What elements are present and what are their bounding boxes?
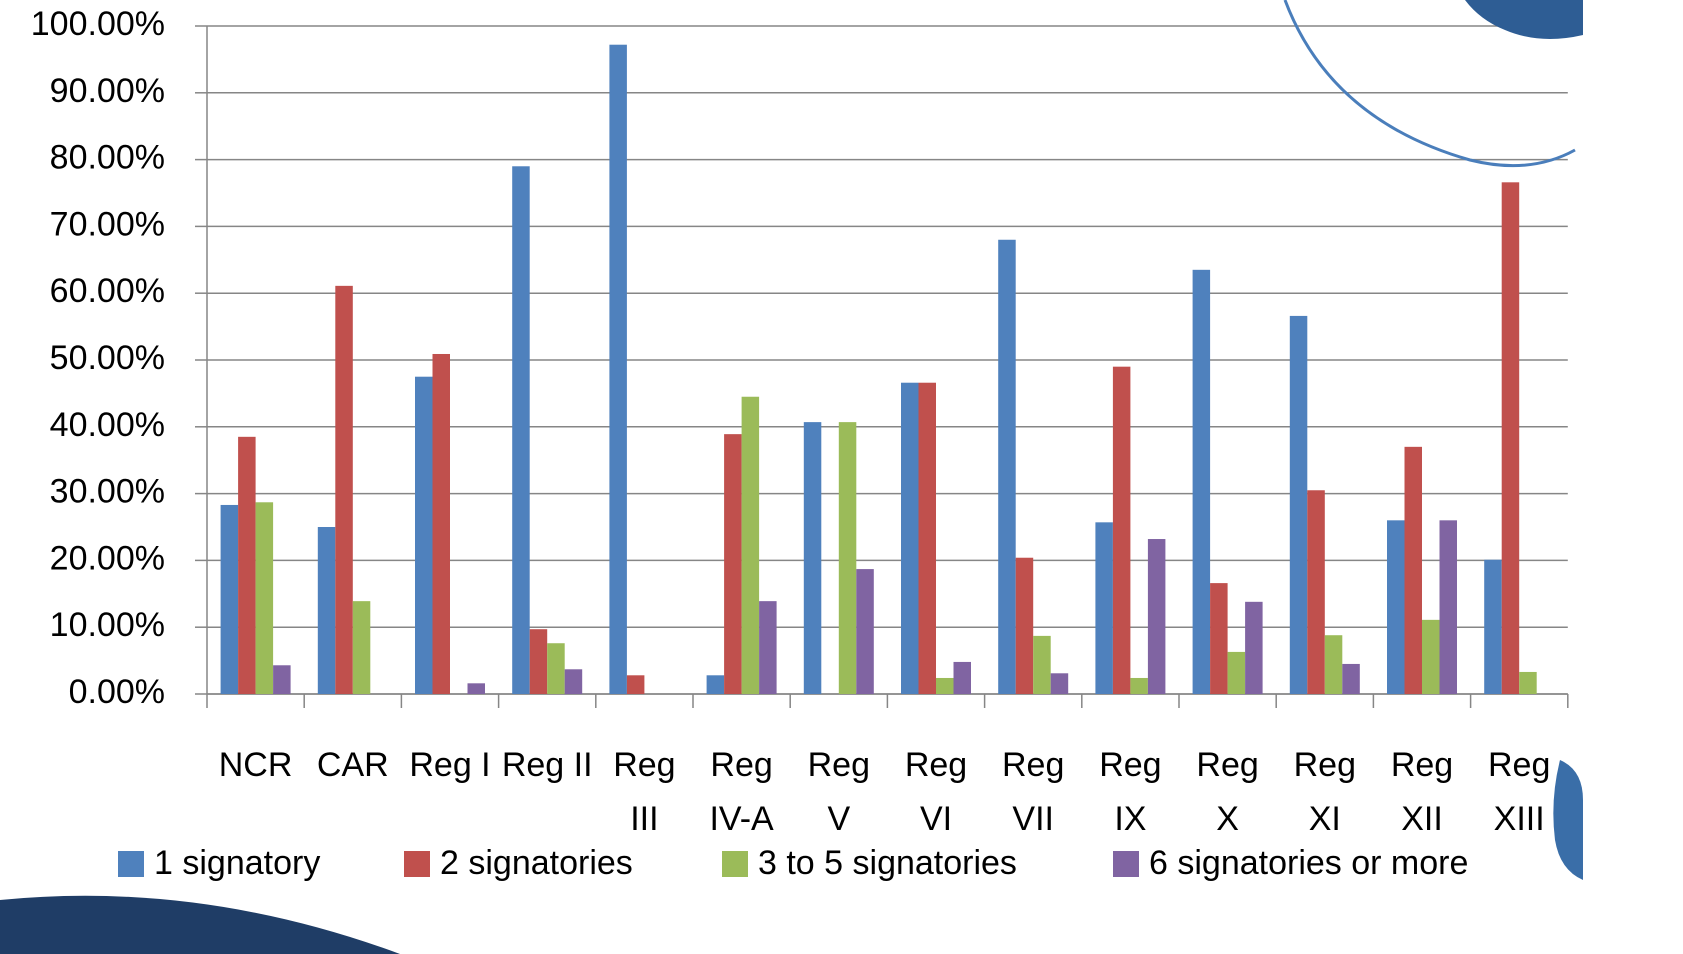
y-tick-label: 70.00% <box>50 205 165 243</box>
bar <box>759 601 777 694</box>
y-tick-label: 20.00% <box>50 539 165 577</box>
bar <box>706 675 725 694</box>
x-tick-label: Reg VI <box>904 746 968 838</box>
bar <box>547 643 565 694</box>
legend-label: 1 signatory <box>154 844 321 882</box>
bar <box>1033 635 1051 694</box>
x-tick-label: Reg II <box>501 746 593 784</box>
y-tick-label: 0.00% <box>69 673 165 711</box>
bar <box>467 683 485 694</box>
bar <box>1015 557 1034 694</box>
x-tick-label: Reg V <box>807 746 870 838</box>
y-tick-label: 10.00% <box>50 606 165 644</box>
legend-label: 6 signatories or more <box>1149 844 1469 882</box>
bar <box>998 239 1016 694</box>
bar <box>1422 619 1440 694</box>
bar <box>953 661 971 694</box>
legend-item: 6 signatories or more <box>1113 844 1468 883</box>
x-tick-label: CAR <box>316 746 389 784</box>
x-tick-label: Reg IX <box>1099 746 1162 838</box>
bar <box>1227 651 1246 694</box>
legend-swatch <box>722 850 748 877</box>
bar <box>741 396 760 694</box>
bar <box>1050 673 1069 694</box>
y-tick-label: 90.00% <box>50 72 165 110</box>
bar <box>273 665 291 694</box>
x-tick-label: Reg VII <box>1002 746 1065 838</box>
bar <box>432 353 450 694</box>
bar <box>803 422 822 694</box>
x-tick-label: Reg XIII <box>1488 746 1551 838</box>
bar <box>1519 671 1537 694</box>
bar <box>1324 635 1343 694</box>
x-tick-label: Reg III <box>613 746 676 838</box>
bar <box>1192 269 1211 694</box>
bar <box>1387 520 1405 694</box>
bar <box>238 436 256 694</box>
bar <box>901 382 919 694</box>
x-tick-label: Reg IV-A <box>709 746 774 838</box>
bar <box>609 44 627 695</box>
bar <box>1342 663 1360 694</box>
bar <box>1439 520 1457 694</box>
bar <box>1289 315 1308 694</box>
decor-circle <box>1283 0 1576 168</box>
bar <box>1404 446 1422 694</box>
bar <box>838 422 857 694</box>
bar <box>856 569 874 694</box>
x-tick-label: Reg XI <box>1293 746 1356 838</box>
bar <box>352 601 371 694</box>
bar <box>1484 559 1502 694</box>
decor-blob <box>1553 760 1583 880</box>
bar <box>415 376 433 694</box>
legend-label: 3 to 5 signatories <box>758 844 1017 882</box>
x-tick-label: Reg I <box>409 746 491 784</box>
y-tick-label: 40.00% <box>50 406 165 444</box>
bar <box>936 677 954 694</box>
y-tick-label: 50.00% <box>50 339 165 377</box>
bar <box>1501 182 1520 694</box>
bar <box>626 675 645 694</box>
bar <box>1095 522 1113 694</box>
bar <box>335 285 353 694</box>
y-tick-label: 80.00% <box>50 139 165 177</box>
bar <box>317 527 336 694</box>
legend-item: 3 to 5 signatories <box>722 844 1017 883</box>
bar <box>918 382 936 694</box>
x-tick-label: Reg XII <box>1390 746 1454 838</box>
bar <box>1112 366 1131 694</box>
bar <box>255 502 274 694</box>
plot: 0.00% 10.00% 20.00% 30.00% 40.00% 50.00% 60.00… <box>31 5 1569 711</box>
decor-blob <box>0 895 400 954</box>
legend-swatch <box>1113 850 1139 877</box>
bar <box>220 504 239 694</box>
bar <box>1130 677 1148 694</box>
bar <box>1307 490 1325 694</box>
legend-swatch <box>118 850 144 877</box>
x-tick-label: NCR <box>218 746 293 784</box>
decor-blob <box>1465 0 1583 39</box>
bar <box>1245 601 1263 694</box>
legend-item: 2 signatories <box>404 844 633 883</box>
legend-item: 1 signatory <box>118 844 320 883</box>
bar <box>1147 539 1166 694</box>
y-tick-label: 60.00% <box>50 272 165 310</box>
bar <box>529 629 548 694</box>
y-tick-label: 100.00% <box>31 5 165 43</box>
bar <box>724 434 742 694</box>
legend-label: 2 signatories <box>440 844 633 882</box>
bar <box>512 166 530 694</box>
bar <box>1210 583 1228 694</box>
x-tick-label: Reg X <box>1196 746 1259 838</box>
legend-swatch <box>404 850 430 877</box>
y-tick-label: 30.00% <box>50 473 165 511</box>
bar <box>564 669 583 694</box>
